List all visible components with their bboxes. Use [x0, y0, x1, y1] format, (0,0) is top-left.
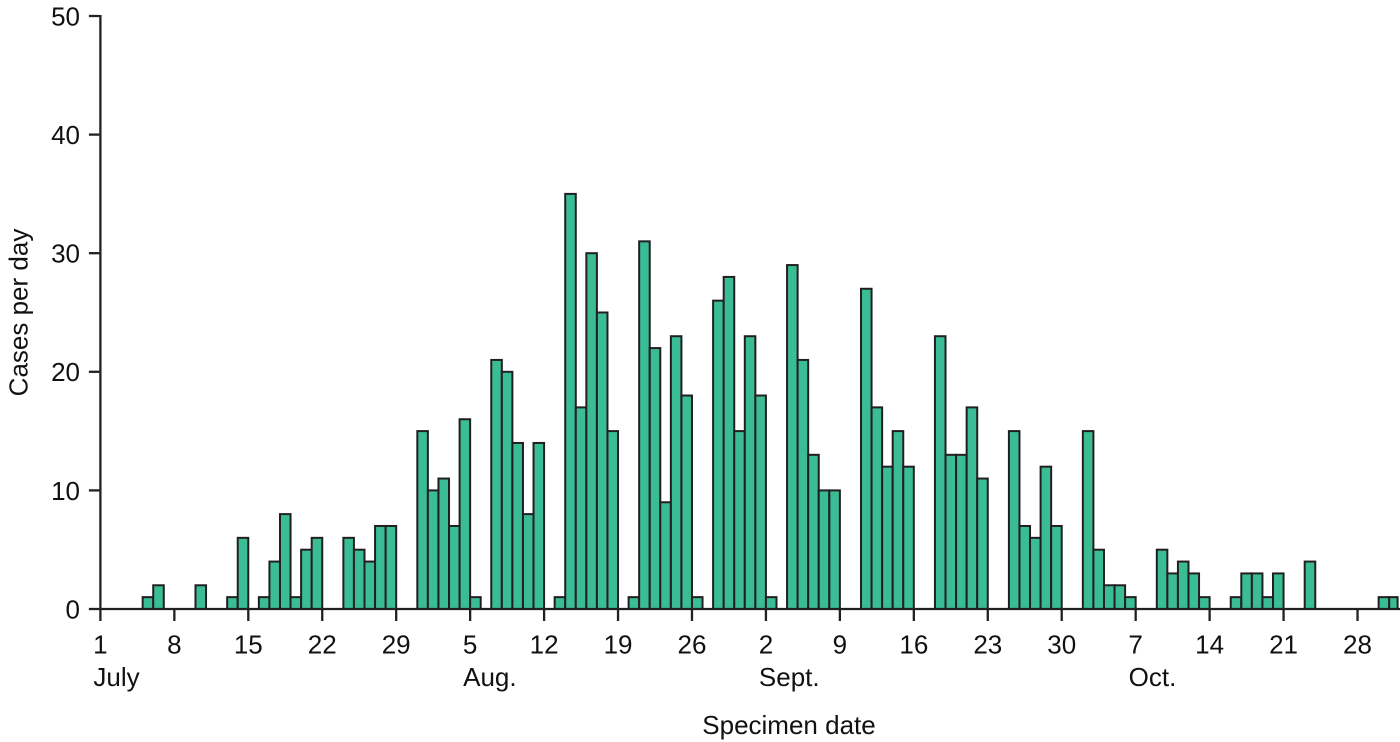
svg-text:9: 9 — [833, 630, 847, 660]
svg-text:Specimen date: Specimen date — [702, 710, 875, 740]
svg-text:8: 8 — [167, 630, 181, 660]
svg-text:7: 7 — [1128, 630, 1142, 660]
svg-text:20: 20 — [51, 357, 80, 387]
svg-text:21: 21 — [1269, 630, 1298, 660]
svg-text:29: 29 — [382, 630, 411, 660]
svg-text:July: July — [93, 662, 139, 692]
svg-text:23: 23 — [973, 630, 1002, 660]
svg-text:22: 22 — [308, 630, 337, 660]
svg-text:0: 0 — [66, 594, 80, 624]
svg-text:40: 40 — [51, 120, 80, 150]
svg-text:Aug.: Aug. — [463, 662, 517, 692]
svg-text:2: 2 — [759, 630, 773, 660]
svg-text:16: 16 — [899, 630, 928, 660]
svg-text:15: 15 — [234, 630, 263, 660]
svg-text:5: 5 — [463, 630, 477, 660]
svg-text:28: 28 — [1343, 630, 1372, 660]
svg-text:26: 26 — [678, 630, 707, 660]
svg-text:12: 12 — [530, 630, 559, 660]
svg-text:Sept.: Sept. — [759, 662, 820, 692]
svg-text:1: 1 — [93, 630, 107, 660]
svg-text:10: 10 — [51, 476, 80, 506]
svg-text:30: 30 — [51, 239, 80, 269]
svg-text:Oct.: Oct. — [1129, 662, 1177, 692]
svg-text:19: 19 — [604, 630, 633, 660]
svg-text:30: 30 — [1047, 630, 1076, 660]
svg-text:Cases per day: Cases per day — [4, 229, 34, 397]
svg-text:14: 14 — [1195, 630, 1224, 660]
svg-text:50: 50 — [51, 1, 80, 31]
